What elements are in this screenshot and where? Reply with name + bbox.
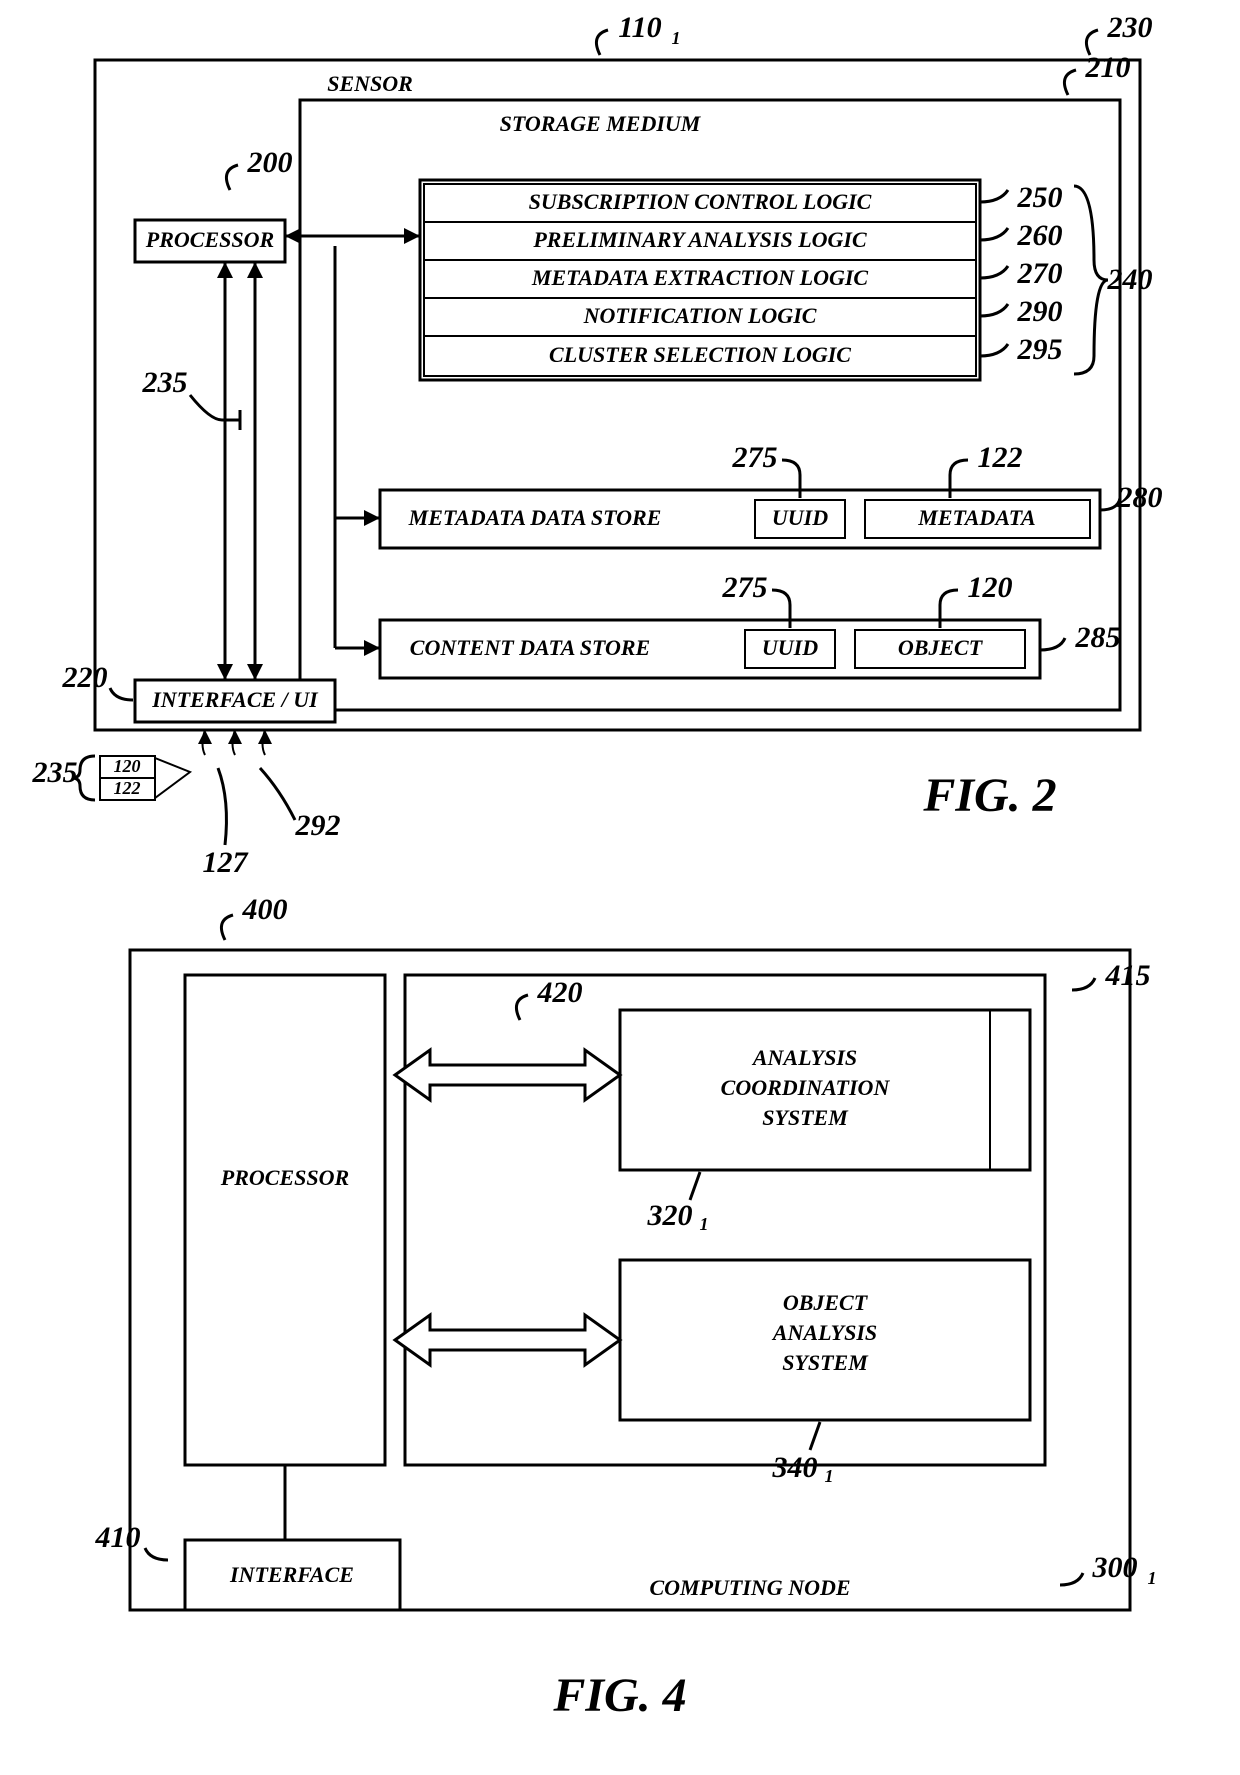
svg-text:METADATA DATA STORE: METADATA DATA STORE bbox=[408, 505, 662, 530]
logic-rows: SUBSCRIPTION CONTROL LOGIC PRELIMINARY A… bbox=[424, 184, 976, 376]
svg-text:1: 1 bbox=[700, 1214, 709, 1234]
svg-text:400: 400 bbox=[242, 893, 288, 926]
svg-text:OBJECT: OBJECT bbox=[898, 635, 984, 660]
svg-text:1: 1 bbox=[825, 1466, 834, 1486]
svg-text:METADATA: METADATA bbox=[917, 505, 1035, 530]
svg-text:110: 110 bbox=[618, 11, 661, 44]
svg-text:210: 210 bbox=[1085, 51, 1131, 84]
patent-figures: 110 1 SENSOR 230 STORAGE MEDIUM 210 PROC… bbox=[0, 0, 1240, 1775]
svg-text:PROCESSOR: PROCESSOR bbox=[220, 1165, 349, 1190]
svg-text:275: 275 bbox=[722, 571, 768, 604]
svg-text:COORDINATION: COORDINATION bbox=[721, 1075, 891, 1100]
svg-text:235: 235 bbox=[142, 366, 188, 399]
svg-text:260: 260 bbox=[1017, 219, 1063, 252]
svg-text:NOTIFICATION LOGIC: NOTIFICATION LOGIC bbox=[583, 303, 817, 328]
processor-label: PROCESSOR bbox=[145, 227, 274, 252]
svg-text:275: 275 bbox=[732, 441, 778, 474]
fig2-title: FIG. 2 bbox=[922, 769, 1056, 822]
svg-text:SYSTEM: SYSTEM bbox=[762, 1105, 849, 1130]
svg-text:122: 122 bbox=[978, 441, 1023, 474]
svg-text:INTERFACE / UI: INTERFACE / UI bbox=[151, 687, 319, 712]
svg-text:1: 1 bbox=[1148, 1568, 1157, 1588]
svg-text:230: 230 bbox=[1107, 11, 1153, 44]
svg-text:280: 280 bbox=[1117, 481, 1163, 514]
svg-text:ANALYSIS: ANALYSIS bbox=[751, 1045, 857, 1070]
svg-text:340: 340 bbox=[772, 1451, 818, 1484]
svg-text:1: 1 bbox=[672, 28, 681, 48]
svg-text:122: 122 bbox=[114, 778, 141, 798]
storage-medium-label: STORAGE MEDIUM bbox=[500, 111, 702, 136]
svg-text:ANALYSIS: ANALYSIS bbox=[771, 1320, 877, 1345]
svg-text:295: 295 bbox=[1017, 333, 1063, 366]
svg-text:320: 320 bbox=[647, 1199, 693, 1232]
svg-text:250: 250 bbox=[1017, 181, 1063, 214]
svg-text:300: 300 bbox=[1092, 1551, 1138, 1584]
svg-text:292: 292 bbox=[295, 809, 341, 842]
fig2: 110 1 SENSOR 230 STORAGE MEDIUM 210 PROC… bbox=[32, 11, 1163, 879]
svg-text:200: 200 bbox=[247, 146, 293, 179]
svg-text:235: 235 bbox=[32, 756, 78, 789]
svg-text:UUID: UUID bbox=[772, 505, 828, 530]
svg-text:240: 240 bbox=[1107, 263, 1153, 296]
svg-text:420: 420 bbox=[537, 976, 583, 1009]
svg-text:290: 290 bbox=[1017, 295, 1063, 328]
svg-text:COMPUTING NODE: COMPUTING NODE bbox=[649, 1575, 850, 1600]
svg-text:410: 410 bbox=[95, 1521, 141, 1554]
svg-text:127: 127 bbox=[203, 846, 249, 879]
svg-text:OBJECT: OBJECT bbox=[783, 1290, 869, 1315]
svg-text:120: 120 bbox=[114, 756, 141, 776]
svg-text:220: 220 bbox=[62, 661, 108, 694]
fig4-title: FIG. 4 bbox=[552, 1669, 686, 1722]
svg-text:PRELIMINARY ANALYSIS LOGIC: PRELIMINARY ANALYSIS LOGIC bbox=[532, 227, 867, 252]
svg-text:CLUSTER SELECTION LOGIC: CLUSTER SELECTION LOGIC bbox=[549, 342, 851, 367]
svg-text:270: 270 bbox=[1017, 257, 1063, 290]
svg-text:285: 285 bbox=[1075, 621, 1121, 654]
sensor-label: SENSOR bbox=[327, 71, 413, 96]
svg-text:INTERFACE: INTERFACE bbox=[229, 1562, 354, 1587]
svg-text:SUBSCRIPTION CONTROL LOGIC: SUBSCRIPTION CONTROL LOGIC bbox=[529, 189, 872, 214]
svg-text:415: 415 bbox=[1105, 959, 1151, 992]
fig4: 415 400 PROCESSOR ANALYSIS COORDINATION … bbox=[95, 893, 1157, 1722]
svg-text:SYSTEM: SYSTEM bbox=[782, 1350, 869, 1375]
svg-text:UUID: UUID bbox=[762, 635, 818, 660]
svg-text:CONTENT DATA STORE: CONTENT DATA STORE bbox=[410, 635, 650, 660]
svg-text:120: 120 bbox=[968, 571, 1013, 604]
svg-text:METADATA EXTRACTION LOGIC: METADATA EXTRACTION LOGIC bbox=[531, 265, 869, 290]
